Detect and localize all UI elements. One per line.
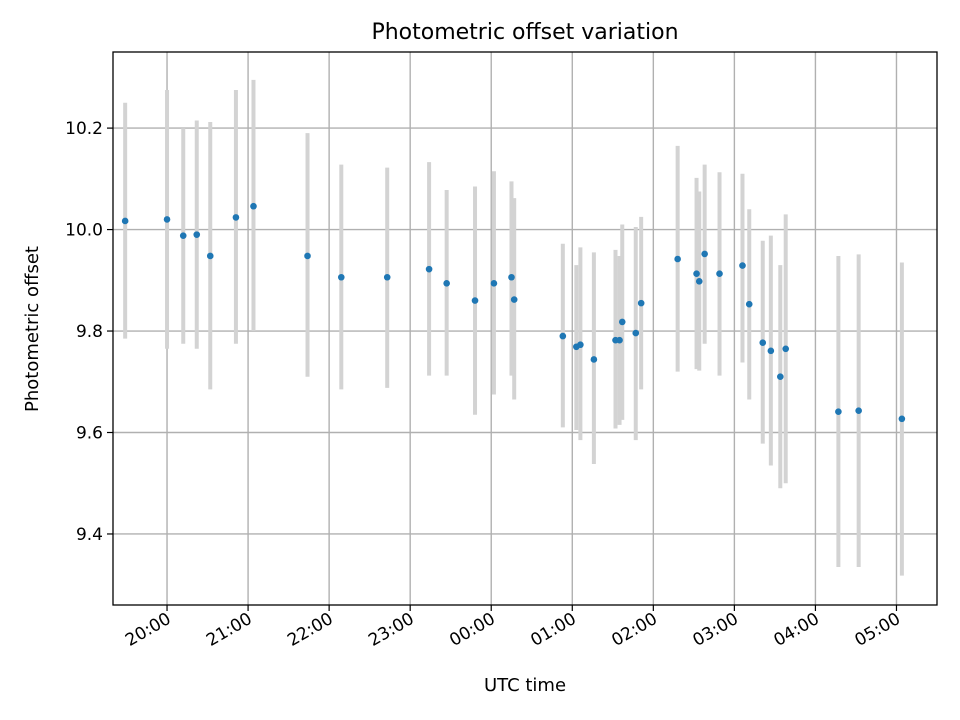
data-point: [425, 265, 433, 273]
x-tick-label: 05:00: [852, 609, 904, 651]
x-axis-label: UTC time: [484, 675, 566, 696]
data-point: [767, 347, 775, 355]
plot-frame: [112, 51, 938, 606]
data-point: [637, 299, 645, 307]
chart-title: Photometric offset variation: [371, 20, 678, 45]
data-point: [163, 216, 171, 223]
data-point: [304, 252, 311, 260]
data-point: [716, 270, 723, 278]
data-point: [695, 278, 703, 285]
data-point: [508, 273, 515, 281]
data-point: [337, 273, 345, 281]
data-point: [782, 345, 790, 353]
y-axis-label: Photometric offset: [22, 246, 43, 412]
y-tick-label: 9.4: [76, 525, 103, 545]
data-point: [383, 273, 391, 281]
data-points: [121, 202, 906, 423]
data-point: [616, 336, 623, 344]
data-point: [835, 408, 842, 416]
data-point: [693, 270, 700, 278]
data-point: [121, 217, 129, 225]
x-tick-label: 01:00: [527, 609, 579, 651]
x-tick-label: 21:00: [203, 609, 255, 651]
data-point: [632, 329, 640, 337]
y-tick-label: 9.6: [76, 424, 103, 444]
data-point: [179, 232, 187, 239]
data-point: [577, 341, 584, 349]
data-point: [674, 255, 681, 263]
data-point: [250, 202, 257, 210]
data-point: [232, 214, 240, 221]
y-tick-label: 10.2: [65, 119, 103, 139]
y-tick-label: 10.0: [65, 221, 103, 241]
data-point: [855, 407, 862, 414]
data-point: [590, 356, 598, 363]
y-axis-ticks: 9.4 9.6 9.8 10.0 10.2: [65, 119, 113, 545]
data-point: [559, 332, 567, 340]
error-bars: [123, 79, 904, 576]
data-point: [739, 262, 746, 269]
data-point: [510, 296, 518, 303]
x-tick-label: 22:00: [284, 609, 336, 651]
data-point: [777, 373, 784, 380]
x-tick-label: 23:00: [365, 609, 417, 651]
x-tick-label: 20:00: [122, 609, 174, 651]
data-point: [206, 252, 214, 260]
data-point: [471, 297, 479, 304]
x-tick-label: 00:00: [446, 609, 498, 651]
x-tick-label: 04:00: [770, 609, 822, 651]
data-point: [443, 280, 450, 287]
grid-lines: [113, 52, 937, 605]
x-tick-label: 03:00: [689, 609, 741, 651]
data-point: [193, 231, 201, 238]
data-point: [745, 300, 753, 308]
data-point: [759, 339, 767, 347]
data-point: [490, 280, 498, 287]
data-point: [701, 250, 708, 258]
data-point: [898, 415, 906, 423]
y-tick-label: 9.8: [76, 322, 103, 342]
x-axis-ticks: 20:00 21:00 22:00 23:00 00:00 01:00 02:00 03:00…: [122, 605, 904, 651]
data-point: [618, 318, 626, 326]
x-tick-label: 02:00: [608, 609, 660, 651]
